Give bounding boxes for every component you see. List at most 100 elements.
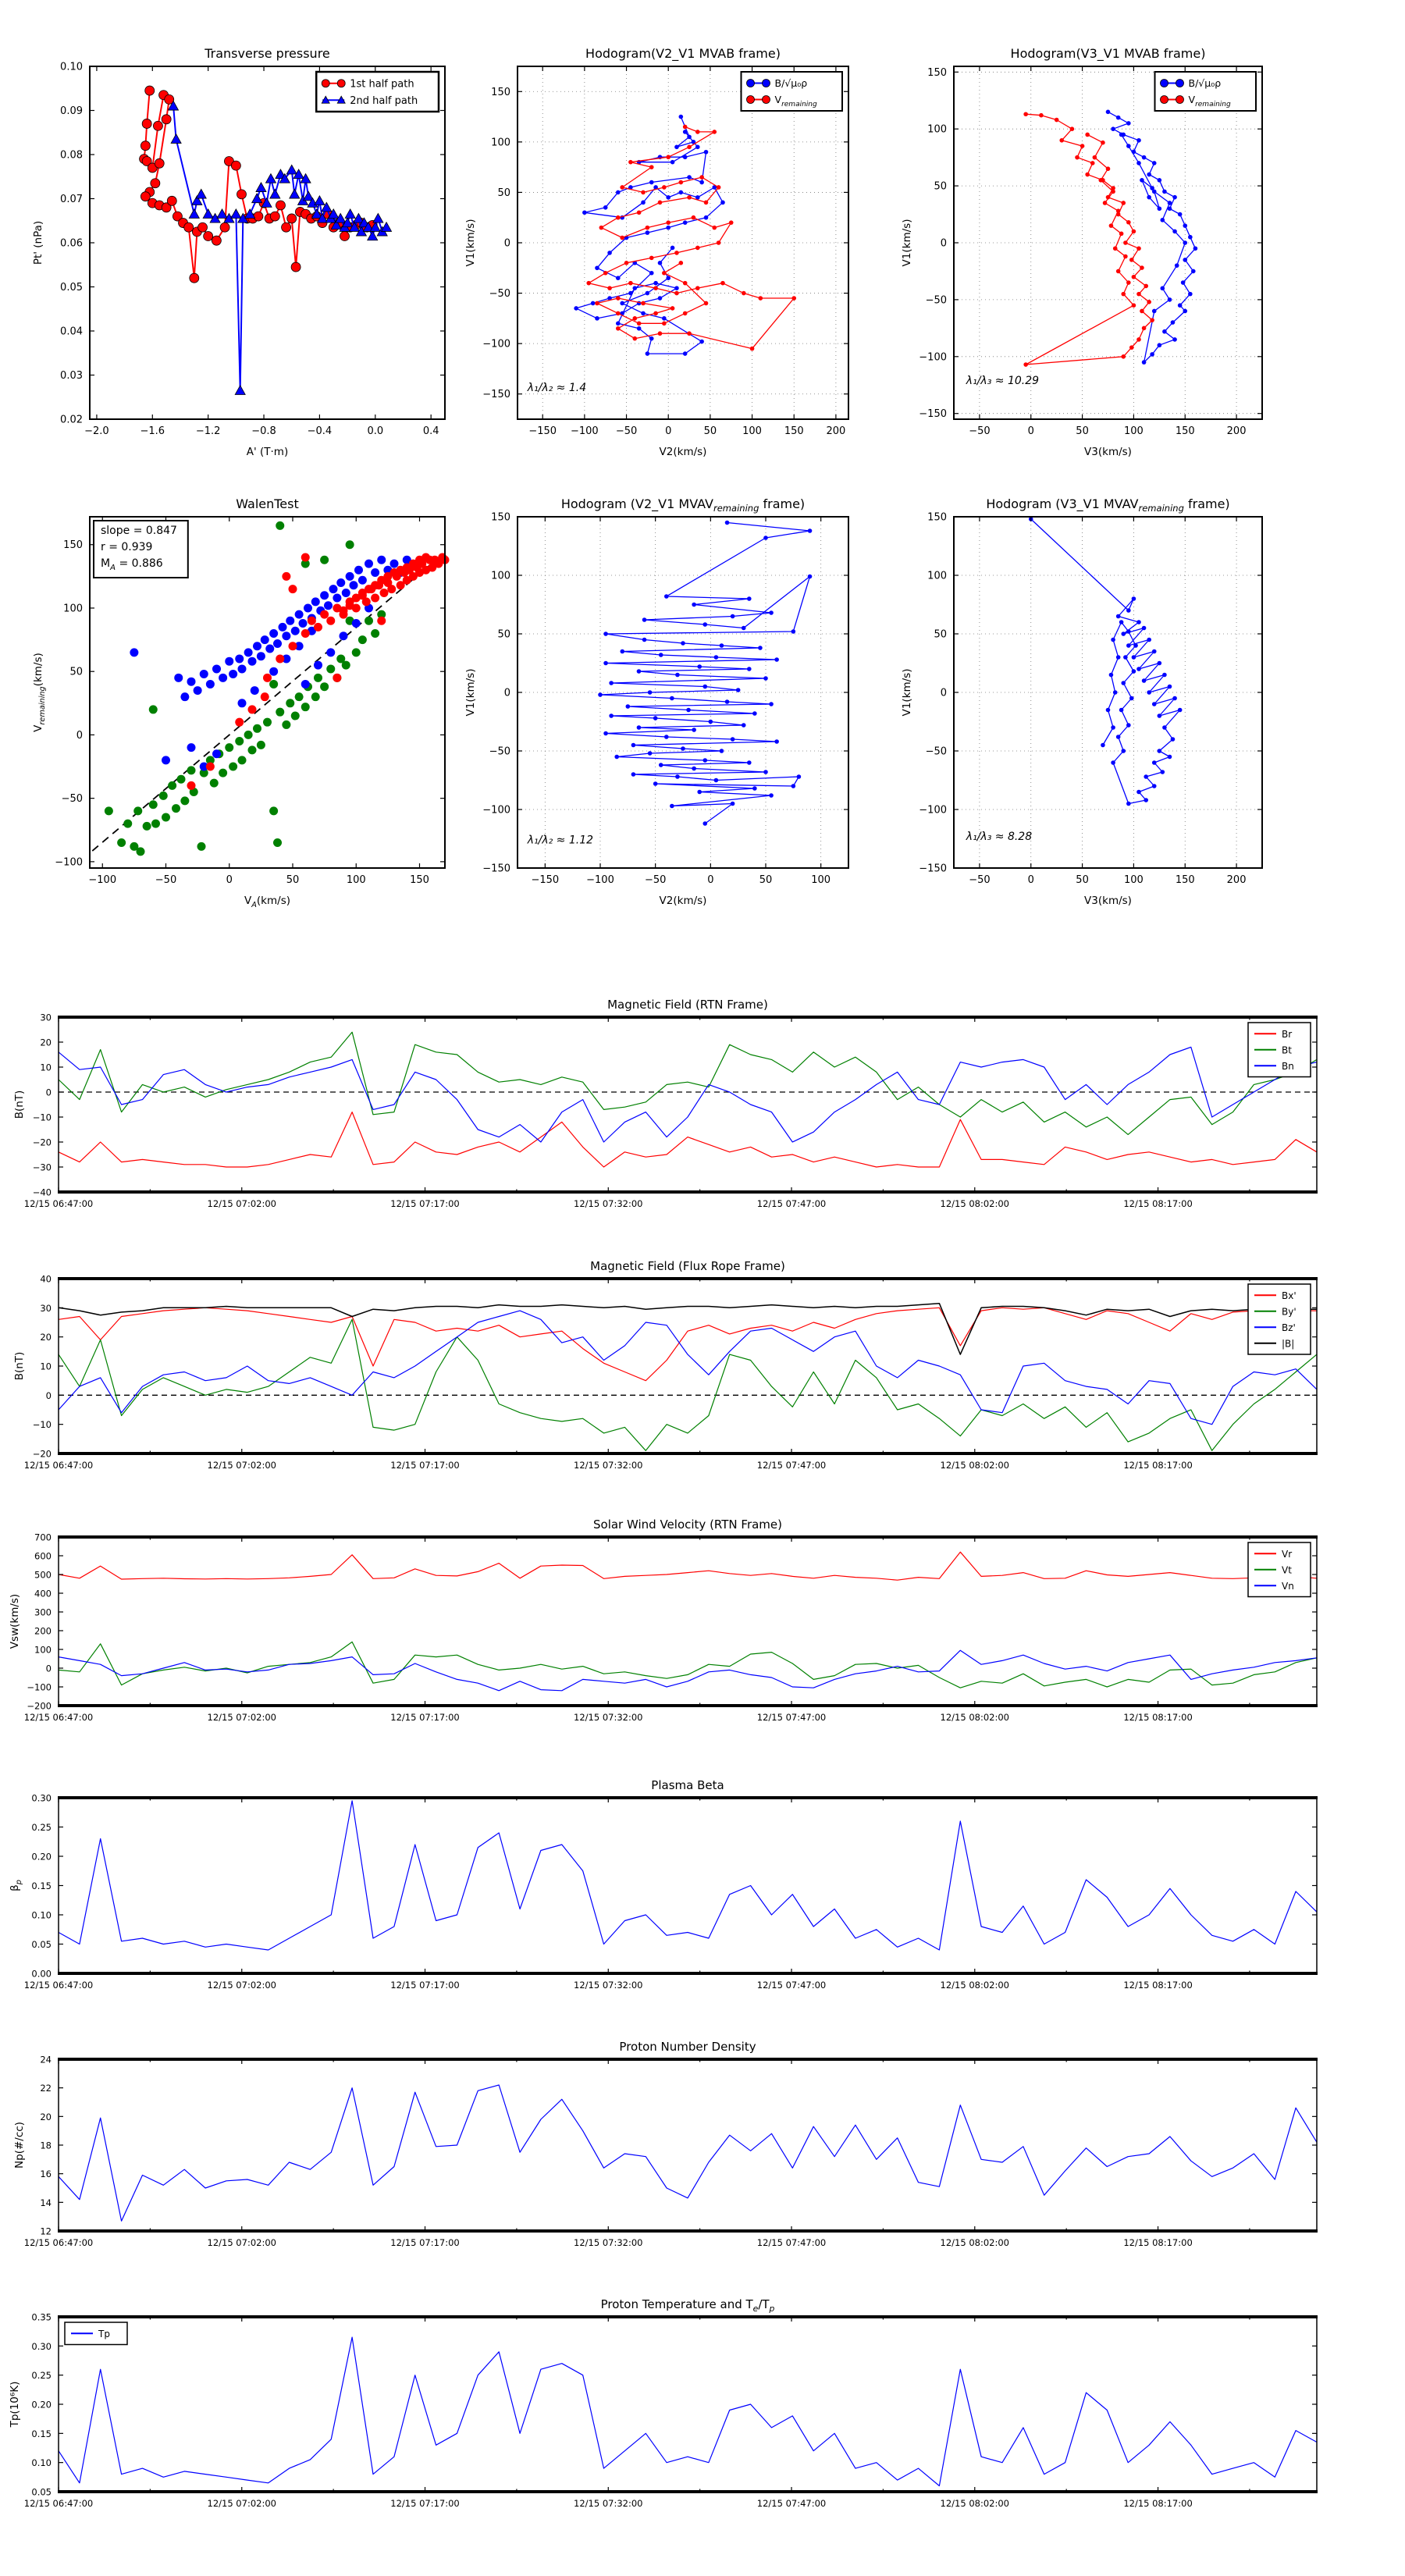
tick-labels: −100 −50 0 50 100 150 −100 −50 0 50 100 150	[55, 539, 429, 886]
svg-text:50: 50	[286, 874, 300, 886]
svg-text:slope = 0.847: slope = 0.847	[101, 525, 177, 537]
y-axis-label: βp	[9, 1880, 23, 1891]
chart-plasma-beta: 12/15 06:47:00 12/15 07:02:00 12/15 07:17:…	[9, 1778, 1318, 1991]
svg-text:20: 20	[40, 1332, 52, 1343]
svg-text:0.00: 0.00	[31, 1969, 52, 1980]
legend: B/√μ₀ρ Vremaining	[740, 71, 843, 112]
svg-text:12/15 07:47:00: 12/15 07:47:00	[757, 1712, 826, 1723]
svg-text:0.25: 0.25	[31, 1822, 52, 1833]
series-Vr	[58, 1551, 1318, 1581]
annotation: λ₁/λ₂ ≈ 1.12	[527, 834, 593, 847]
chart-mag-rtn: 12/15 06:47:00 12/15 07:02:00 12/15 07:17:…	[13, 998, 1318, 1209]
svg-text:−100: −100	[88, 874, 116, 886]
x-axis-label: V3(km/s)	[1084, 895, 1132, 907]
svg-text:12/15 07:17:00: 12/15 07:17:00	[390, 1712, 459, 1723]
svg-text:12/15 06:47:00: 12/15 06:47:00	[24, 2498, 93, 2509]
svg-text:12/15 08:17:00: 12/15 08:17:00	[1123, 1460, 1192, 1471]
svg-text:12/15 08:02:00: 12/15 08:02:00	[941, 1460, 1009, 1471]
chart-transverse-pressure: −2.0 −1.6 −1.2 −0.8 −0.4 0.0 0.4 0.02 0.03 0.04 0.…	[32, 46, 446, 458]
svg-text:16: 16	[40, 2169, 52, 2179]
svg-text:0: 0	[941, 238, 947, 250]
svg-text:0: 0	[226, 874, 233, 886]
svg-text:12/15 07:32:00: 12/15 07:32:00	[574, 1712, 642, 1723]
svg-text:−100: −100	[482, 339, 510, 350]
svg-text:Vremaining: Vremaining	[1189, 94, 1231, 109]
series-Bx'	[58, 1307, 1317, 1382]
svg-text:−100: −100	[571, 425, 599, 437]
chart-title: Magnetic Field (RTN Frame)	[607, 998, 768, 1012]
svg-text:−150: −150	[919, 408, 947, 420]
svg-text:−20: −20	[33, 1449, 52, 1460]
series-|B|	[58, 1302, 1317, 1355]
svg-text:Br: Br	[1282, 1029, 1292, 1040]
tick-labels: 12/15 06:47:00 12/15 07:02:00 12/15 07:17:…	[24, 1012, 1193, 1210]
svg-text:24: 24	[40, 2055, 52, 2065]
svg-text:12/15 07:17:00: 12/15 07:17:00	[390, 2498, 459, 2509]
svg-text:12/15 06:47:00: 12/15 06:47:00	[24, 2237, 93, 2248]
svg-text:−1.2: −1.2	[196, 425, 221, 437]
svg-text:12/15 06:47:00: 12/15 06:47:00	[24, 1712, 93, 1723]
svg-text:Bx': Bx'	[1282, 1290, 1297, 1301]
svg-text:50: 50	[759, 874, 773, 886]
legend: Vr Vt Vn	[1247, 1542, 1311, 1598]
svg-text:0: 0	[707, 874, 713, 886]
svg-text:MA = 0.886: MA = 0.886	[101, 557, 163, 572]
x-axis-label: V3(km/s)	[1084, 446, 1132, 458]
svg-text:Tp: Tp	[98, 2329, 110, 2339]
chart-title: WalenTest	[236, 496, 299, 511]
svg-text:−0.4: −0.4	[308, 425, 333, 437]
ticks	[58, 1016, 1317, 1193]
svg-text:200: 200	[1227, 874, 1247, 886]
svg-text:12/15 07:02:00: 12/15 07:02:00	[208, 1712, 276, 1723]
svg-text:10: 10	[40, 1062, 52, 1073]
svg-text:−10: −10	[33, 1112, 52, 1123]
svg-text:0.10: 0.10	[60, 62, 83, 73]
y-axis-label: V1(km/s)	[464, 669, 477, 717]
svg-text:30: 30	[40, 1303, 52, 1314]
svg-text:−100: −100	[482, 805, 510, 817]
series-Vt	[58, 1641, 1318, 1688]
svg-text:300: 300	[34, 1607, 52, 1618]
svg-text:100: 100	[927, 124, 947, 136]
svg-text:150: 150	[927, 512, 947, 524]
svg-text:150: 150	[491, 87, 510, 98]
series-Bz'	[58, 1310, 1318, 1425]
svg-text:0.0: 0.0	[367, 425, 383, 437]
svg-text:0: 0	[76, 730, 83, 742]
svg-text:50: 50	[1076, 425, 1089, 437]
svg-text:−50: −50	[926, 746, 947, 758]
svg-text:−50: −50	[645, 874, 666, 886]
series-B	[1028, 517, 1183, 806]
series-Br	[58, 1111, 1318, 1168]
svg-text:0.30: 0.30	[31, 1793, 52, 1804]
svg-text:−100: −100	[919, 805, 947, 817]
svg-text:0.25: 0.25	[31, 2370, 52, 2381]
svg-text:12/15 06:47:00: 12/15 06:47:00	[24, 1460, 93, 1471]
legend: Br Bt Bn	[1247, 1022, 1311, 1078]
chart-mag-fluxrope: 12/15 06:47:00 12/15 07:02:00 12/15 07:17:…	[13, 1259, 1318, 1471]
svg-text:50: 50	[497, 629, 510, 641]
y-axis-label: V1(km/s)	[464, 219, 477, 267]
svg-text:0.20: 0.20	[31, 1852, 52, 1863]
svg-text:200: 200	[1227, 425, 1247, 437]
tick-labels: −2.0 −1.6 −1.2 −0.8 −0.4 0.0 0.4 0.02 0.03 0.04 0.…	[60, 62, 439, 438]
y-axis-label: Tp(10⁶K)	[9, 2382, 21, 2428]
svg-text:0.04: 0.04	[60, 326, 83, 338]
svg-text:12/15 08:02:00: 12/15 08:02:00	[941, 1198, 1009, 1209]
svg-text:Vn: Vn	[1282, 1581, 1294, 1592]
svg-text:12/15 07:32:00: 12/15 07:32:00	[574, 1980, 642, 1991]
svg-text:0: 0	[665, 425, 671, 437]
ticks	[954, 66, 1262, 419]
svg-text:0.06: 0.06	[60, 238, 83, 250]
chart-walen-test: −100 −50 0 50 100 150 −100 −50 0 50 100 150 VA(km/s)…	[32, 496, 450, 909]
svg-text:−100: −100	[55, 856, 83, 868]
svg-text:−0.8: −0.8	[251, 425, 276, 437]
svg-text:−30: −30	[33, 1162, 52, 1173]
ticks	[58, 2058, 1317, 2232]
series-Bn	[58, 1046, 1318, 1143]
svg-text:100: 100	[63, 603, 83, 614]
tick-labels: 12/15 06:47:00 12/15 07:02:00 12/15 07:17:…	[24, 2055, 1193, 2249]
svg-text:0.05: 0.05	[31, 1939, 52, 1950]
svg-text:12/15 06:47:00: 12/15 06:47:00	[24, 1198, 93, 1209]
